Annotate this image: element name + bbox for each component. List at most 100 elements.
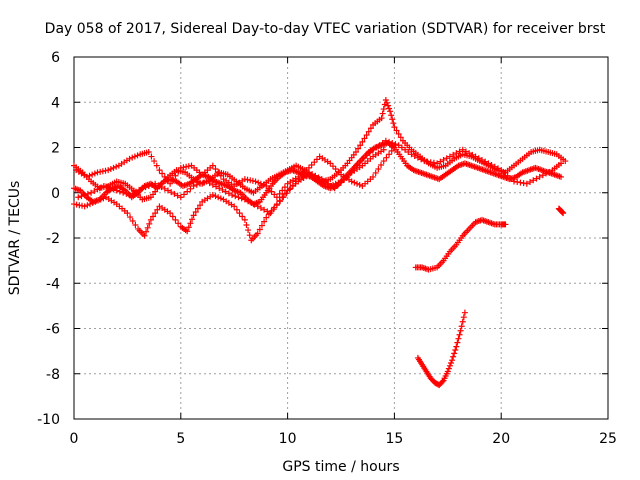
data-point xyxy=(193,181,200,188)
data-point xyxy=(367,125,374,132)
data-point xyxy=(293,178,300,185)
data-point xyxy=(100,195,107,202)
data-point xyxy=(256,226,263,233)
data-point xyxy=(225,190,232,197)
data-point xyxy=(245,227,252,234)
data-point xyxy=(299,173,306,180)
data-point xyxy=(408,151,415,158)
data-point xyxy=(257,205,264,212)
data-point xyxy=(127,214,134,221)
data-point xyxy=(335,168,342,175)
data-point xyxy=(116,188,123,195)
data-point xyxy=(105,167,112,174)
data-point xyxy=(129,218,136,225)
data-point xyxy=(124,210,131,217)
data-point xyxy=(194,205,201,212)
y-tick-label: -4 xyxy=(46,276,60,292)
data-point xyxy=(273,194,280,201)
data-point xyxy=(361,135,368,142)
y-tick-label: -10 xyxy=(37,412,60,428)
data-point xyxy=(184,228,191,235)
data-point xyxy=(89,199,96,206)
data-point xyxy=(341,176,348,183)
data-point xyxy=(558,173,565,180)
data-point xyxy=(164,187,171,194)
data-point xyxy=(393,127,400,134)
data-point xyxy=(321,178,328,185)
y-tick-label: 0 xyxy=(51,186,60,202)
data-point xyxy=(390,120,397,127)
data-point xyxy=(261,206,268,213)
data-point xyxy=(352,149,359,156)
data-point xyxy=(457,327,464,334)
y-tick-label: -8 xyxy=(46,367,60,383)
data-point xyxy=(144,224,151,231)
data-point xyxy=(360,155,367,162)
data-point xyxy=(260,181,267,188)
data-point xyxy=(440,156,447,163)
data-point xyxy=(154,206,161,213)
data-point xyxy=(449,357,456,364)
data-point xyxy=(175,168,182,175)
data-point xyxy=(280,194,287,201)
data-point xyxy=(455,335,462,342)
y-tick-label: 4 xyxy=(51,95,60,111)
data-point xyxy=(357,142,364,149)
data-point xyxy=(444,368,451,375)
data-point xyxy=(485,160,492,167)
data-point xyxy=(261,218,268,225)
data-point xyxy=(213,183,220,190)
data-point xyxy=(265,185,272,192)
data-point xyxy=(276,190,283,197)
data-point xyxy=(279,187,286,194)
data-point xyxy=(241,196,248,203)
data-point xyxy=(171,190,178,197)
data-point xyxy=(229,192,236,199)
data-point xyxy=(383,154,390,161)
data-point xyxy=(78,193,85,200)
data-point xyxy=(131,153,138,160)
data-point xyxy=(443,155,450,162)
data-point xyxy=(372,169,379,176)
data-point xyxy=(267,210,274,217)
data-point xyxy=(445,365,452,372)
data-point xyxy=(277,198,284,205)
data-point xyxy=(378,115,385,122)
data-point xyxy=(268,188,275,195)
data-point xyxy=(146,220,153,227)
data-point xyxy=(469,151,476,158)
data-point xyxy=(175,220,182,227)
data-point xyxy=(498,167,505,174)
data-point xyxy=(391,144,398,151)
data-point xyxy=(132,221,139,228)
y-tick-label: -6 xyxy=(46,322,60,338)
data-point xyxy=(405,149,412,156)
data-point xyxy=(254,230,261,237)
data-point xyxy=(308,162,315,169)
y-tick-label: -2 xyxy=(46,231,60,247)
data-point xyxy=(81,203,88,210)
data-point xyxy=(246,232,253,239)
data-point xyxy=(546,168,553,175)
data-point xyxy=(507,175,514,182)
data-point xyxy=(523,180,530,187)
data-point xyxy=(448,360,455,367)
data-point xyxy=(363,132,370,139)
data-point xyxy=(482,158,489,165)
data-point xyxy=(264,208,271,215)
data-point xyxy=(206,180,213,187)
data-point xyxy=(257,180,264,187)
data-point xyxy=(543,170,550,177)
data-point xyxy=(331,185,338,192)
data-point xyxy=(450,151,457,158)
data-point xyxy=(446,153,453,160)
data-point xyxy=(289,182,296,189)
data-point xyxy=(84,202,91,209)
data-point xyxy=(97,184,104,191)
data-point xyxy=(270,206,277,213)
data-point xyxy=(562,158,569,165)
data-point xyxy=(92,198,99,205)
data-point xyxy=(241,216,248,223)
data-point xyxy=(129,190,136,197)
x-tick-label: 5 xyxy=(176,431,185,447)
